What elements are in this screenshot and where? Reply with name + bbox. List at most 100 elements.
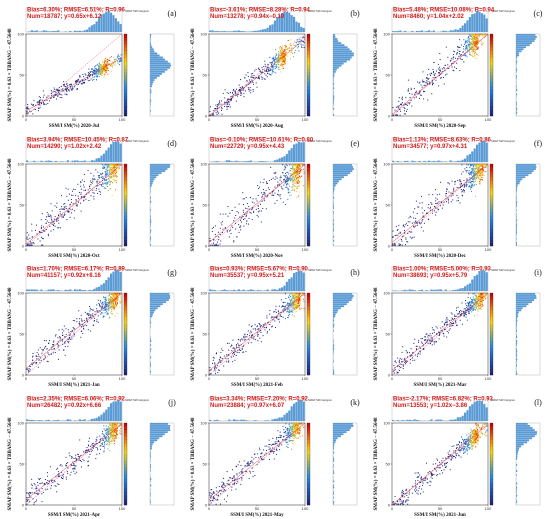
data-point	[261, 78, 263, 80]
data-point	[105, 309, 107, 311]
panel-label: (e)	[351, 139, 360, 148]
data-point	[286, 183, 288, 185]
data-point	[290, 309, 292, 311]
data-point	[282, 311, 284, 313]
data-point	[274, 192, 276, 194]
y-axis-label: SMAP SM(%) = 0.63 × TBBANG − 47.5648	[8, 287, 13, 381]
data-point	[100, 313, 102, 315]
data-point	[250, 89, 252, 91]
data-point	[294, 307, 296, 309]
data-point	[36, 233, 38, 235]
data-point	[106, 174, 108, 176]
data-point	[96, 310, 98, 312]
data-point	[210, 244, 212, 246]
histogram-bar	[456, 160, 459, 162]
data-point	[280, 175, 282, 177]
data-point	[474, 171, 476, 173]
data-point	[476, 184, 478, 186]
colorbar-segment	[124, 330, 127, 335]
data-point	[257, 205, 259, 207]
data-point	[251, 208, 253, 210]
data-point	[273, 61, 275, 63]
data-point	[285, 54, 287, 56]
data-point	[54, 91, 56, 93]
data-point	[263, 178, 265, 180]
data-point	[426, 80, 428, 82]
data-point	[226, 108, 228, 110]
data-point	[87, 314, 89, 316]
data-point	[270, 64, 272, 66]
data-point	[26, 243, 28, 245]
data-point	[39, 101, 41, 103]
histogram-bar	[264, 28, 267, 32]
data-point	[77, 183, 79, 185]
data-point	[120, 60, 122, 62]
data-point	[260, 331, 262, 333]
data-point	[432, 83, 434, 85]
data-point	[233, 352, 235, 354]
data-point	[216, 244, 218, 246]
data-point	[294, 296, 296, 298]
data-point	[271, 194, 273, 196]
data-point	[226, 106, 228, 108]
data-point	[236, 95, 238, 97]
data-point	[68, 341, 70, 343]
colorbar-segment	[124, 364, 127, 369]
data-point	[283, 50, 285, 52]
data-point	[93, 175, 95, 177]
data-point	[294, 185, 296, 187]
data-point	[105, 296, 107, 298]
data-point	[293, 169, 295, 171]
data-point	[415, 96, 417, 98]
histogram-bar	[150, 344, 152, 347]
data-point	[215, 367, 217, 369]
data-point	[428, 77, 430, 79]
data-point	[237, 338, 239, 340]
histogram-bar	[420, 30, 423, 32]
data-point	[469, 188, 471, 190]
data-point	[474, 183, 476, 185]
data-point	[109, 164, 111, 166]
data-point	[282, 305, 284, 307]
data-point	[303, 294, 305, 296]
data-point	[243, 204, 245, 206]
histogram-bar	[285, 12, 288, 32]
data-point	[276, 60, 278, 62]
data-point	[447, 198, 449, 200]
data-point	[233, 351, 235, 353]
data-point	[112, 307, 114, 309]
data-point	[277, 57, 279, 59]
data-point	[464, 184, 466, 186]
data-point	[86, 321, 88, 323]
data-point	[303, 42, 305, 44]
data-point	[476, 166, 478, 168]
data-point	[452, 69, 454, 71]
data-point	[71, 338, 73, 340]
data-point	[113, 303, 115, 305]
data-point	[112, 304, 114, 306]
data-point	[473, 178, 475, 180]
data-point	[226, 361, 228, 363]
data-point	[407, 241, 409, 243]
data-point	[68, 208, 70, 210]
data-point	[50, 90, 52, 92]
data-point	[31, 104, 33, 106]
data-point	[265, 65, 267, 67]
data-point	[115, 303, 117, 305]
x-tick-label: 0	[391, 247, 394, 252]
data-point	[473, 49, 475, 51]
data-point	[233, 241, 235, 243]
data-point	[287, 316, 289, 318]
data-point	[469, 44, 471, 46]
data-point	[54, 216, 56, 218]
data-point	[114, 164, 116, 166]
data-point	[296, 180, 298, 182]
data-point	[289, 170, 291, 172]
data-point	[105, 301, 107, 303]
data-point	[42, 96, 44, 98]
data-point	[255, 208, 257, 210]
data-point	[270, 74, 272, 76]
x-tick-label: 50	[255, 247, 260, 252]
data-point	[107, 59, 109, 61]
